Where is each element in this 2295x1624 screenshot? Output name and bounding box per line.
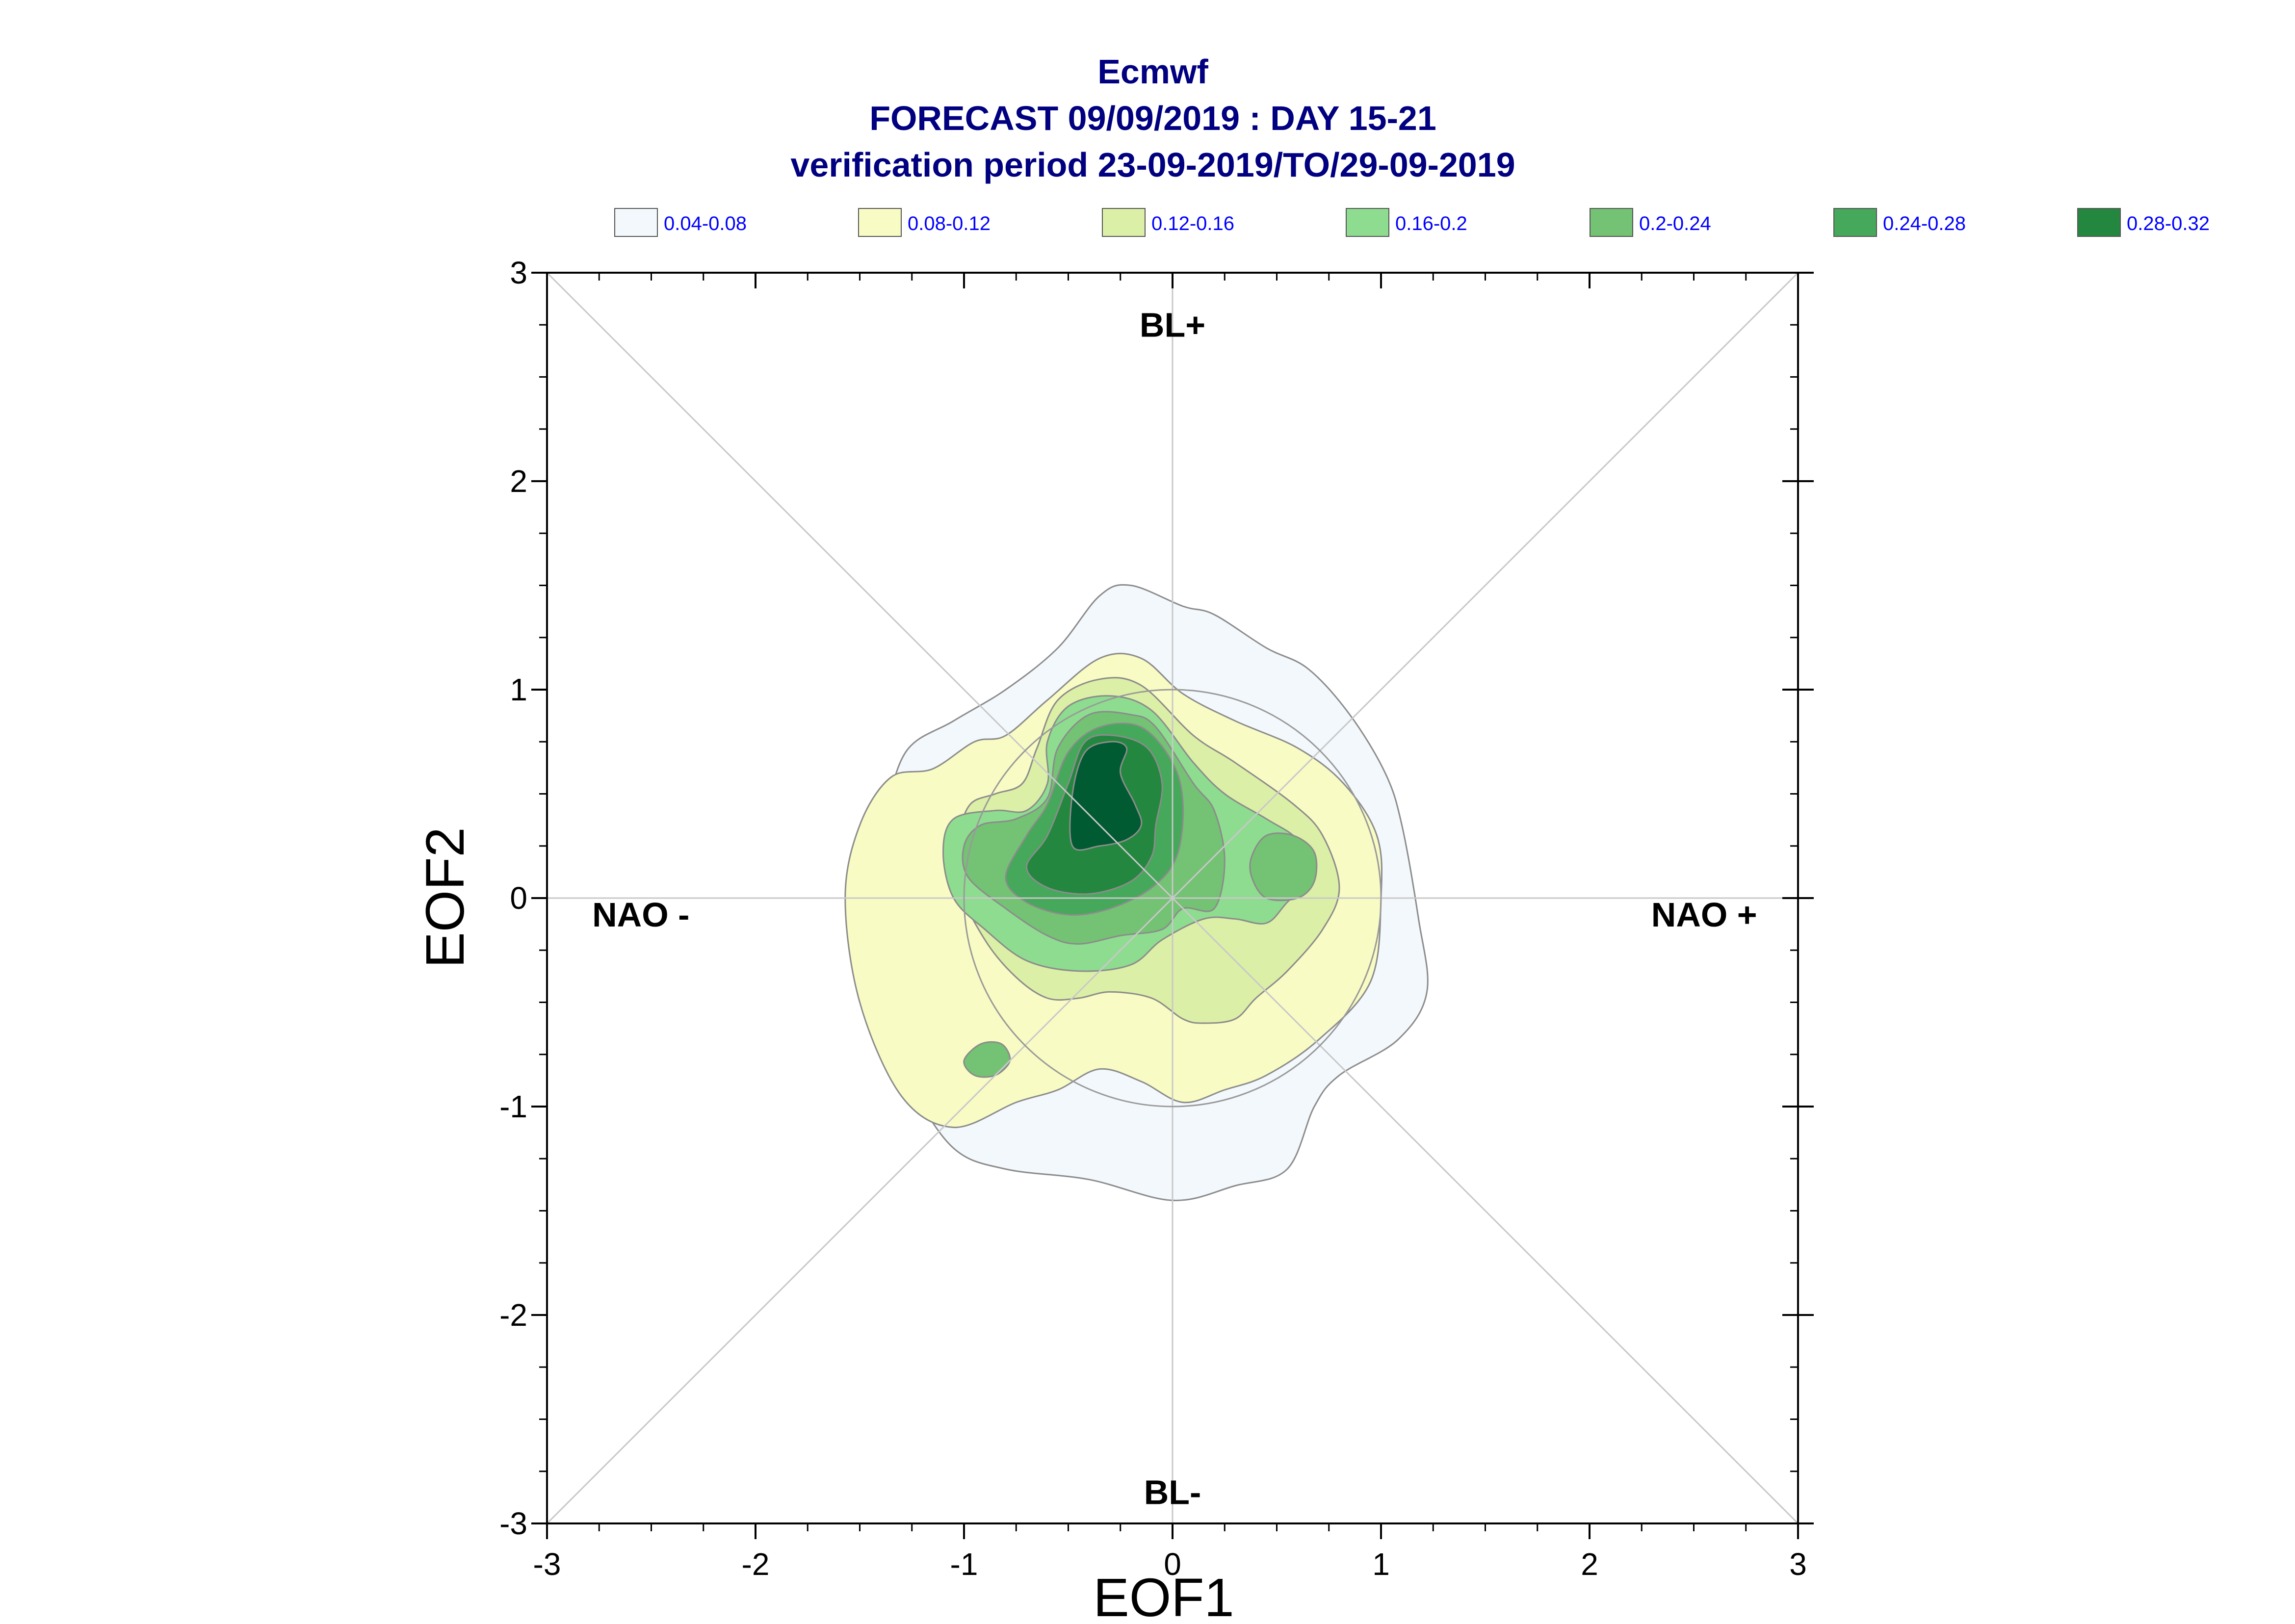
y-tick-label-3: 0 xyxy=(510,880,527,916)
y-tick-label-5: 2 xyxy=(510,464,527,499)
x-tick-label-4: 1 xyxy=(1372,1547,1390,1582)
x-ticks: -3 -2 -1 0 1 2 3 xyxy=(533,273,1807,1582)
legend-swatch-4 xyxy=(1590,208,1633,237)
legend-label-1: 0.08-0.12 xyxy=(908,213,991,234)
regime-labels: BL+ BL- NAO - NAO + xyxy=(592,306,1757,1511)
contour-5 xyxy=(1249,832,1318,902)
x-axis-title: EOF1 xyxy=(1093,1568,1234,1624)
guide-lines xyxy=(546,272,1799,1524)
density-contours xyxy=(844,584,1429,1201)
y-tick-label-4: 1 xyxy=(510,672,527,707)
x-tick-label-2: -1 xyxy=(950,1547,978,1582)
regime-label-0: BL+ xyxy=(1140,306,1205,344)
y-tick-label-1: -2 xyxy=(499,1297,527,1333)
contour-9 xyxy=(1069,741,1143,851)
y-axis-title: EOF2 xyxy=(415,827,475,968)
regime-label-2: NAO - xyxy=(592,896,689,934)
x-tick-label-1: -2 xyxy=(742,1547,770,1582)
legend-label-4: 0.2-0.24 xyxy=(1639,213,1711,234)
legend-label-0: 0.04-0.08 xyxy=(664,213,747,234)
chart-title-model: Ecmwf xyxy=(1097,52,1208,91)
x-tick-label-6: 3 xyxy=(1789,1547,1807,1582)
plot-area: -3 -2 -1 0 1 2 3 -3 -2 -1 0 1 2 3 BL+ BL- NAO - NAO + xyxy=(499,255,1814,1582)
legend-swatch-0 xyxy=(614,208,658,237)
chart-title-verification: verification period 23-09-2019/TO/29-09-… xyxy=(790,146,1515,184)
unit-circle xyxy=(963,689,1382,1108)
regime-label-3: NAO + xyxy=(1651,896,1757,934)
y-tick-label-6: 3 xyxy=(510,255,527,290)
legend-label-5: 0.24-0.28 xyxy=(1883,213,1966,234)
legend-swatch-6 xyxy=(2077,208,2121,237)
legend-label-2: 0.12-0.16 xyxy=(1151,213,1234,234)
x-tick-label-5: 2 xyxy=(1581,1547,1598,1582)
legend-swatch-5 xyxy=(1833,208,1877,237)
legend: 0.04-0.08 0.08-0.12 0.12-0.16 0.16-0.2 0.2-0… xyxy=(614,208,2210,237)
legend-swatch-3 xyxy=(1346,208,1389,237)
guide-diagonal-up xyxy=(546,272,1799,1524)
legend-label-3: 0.16-0.2 xyxy=(1395,213,1467,234)
chart-titles: Ecmwf FORECAST 09/09/2019 : DAY 15-21 ve… xyxy=(790,52,1515,184)
y-tick-label-0: -3 xyxy=(499,1506,527,1541)
y-ticks: -3 -2 -1 0 1 2 3 xyxy=(499,255,1814,1541)
x-tick-label-0: -3 xyxy=(533,1547,561,1582)
regime-label-1: BL- xyxy=(1144,1473,1201,1511)
legend-label-6: 0.28-0.32 xyxy=(2127,213,2210,234)
y-tick-label-2: -1 xyxy=(499,1089,527,1124)
legend-swatch-1 xyxy=(858,208,902,237)
chart-title-forecast: FORECAST 09/09/2019 : DAY 15-21 xyxy=(869,99,1436,137)
x-tick-label-3: 0 xyxy=(1164,1547,1181,1582)
legend-swatch-2 xyxy=(1102,208,1146,237)
